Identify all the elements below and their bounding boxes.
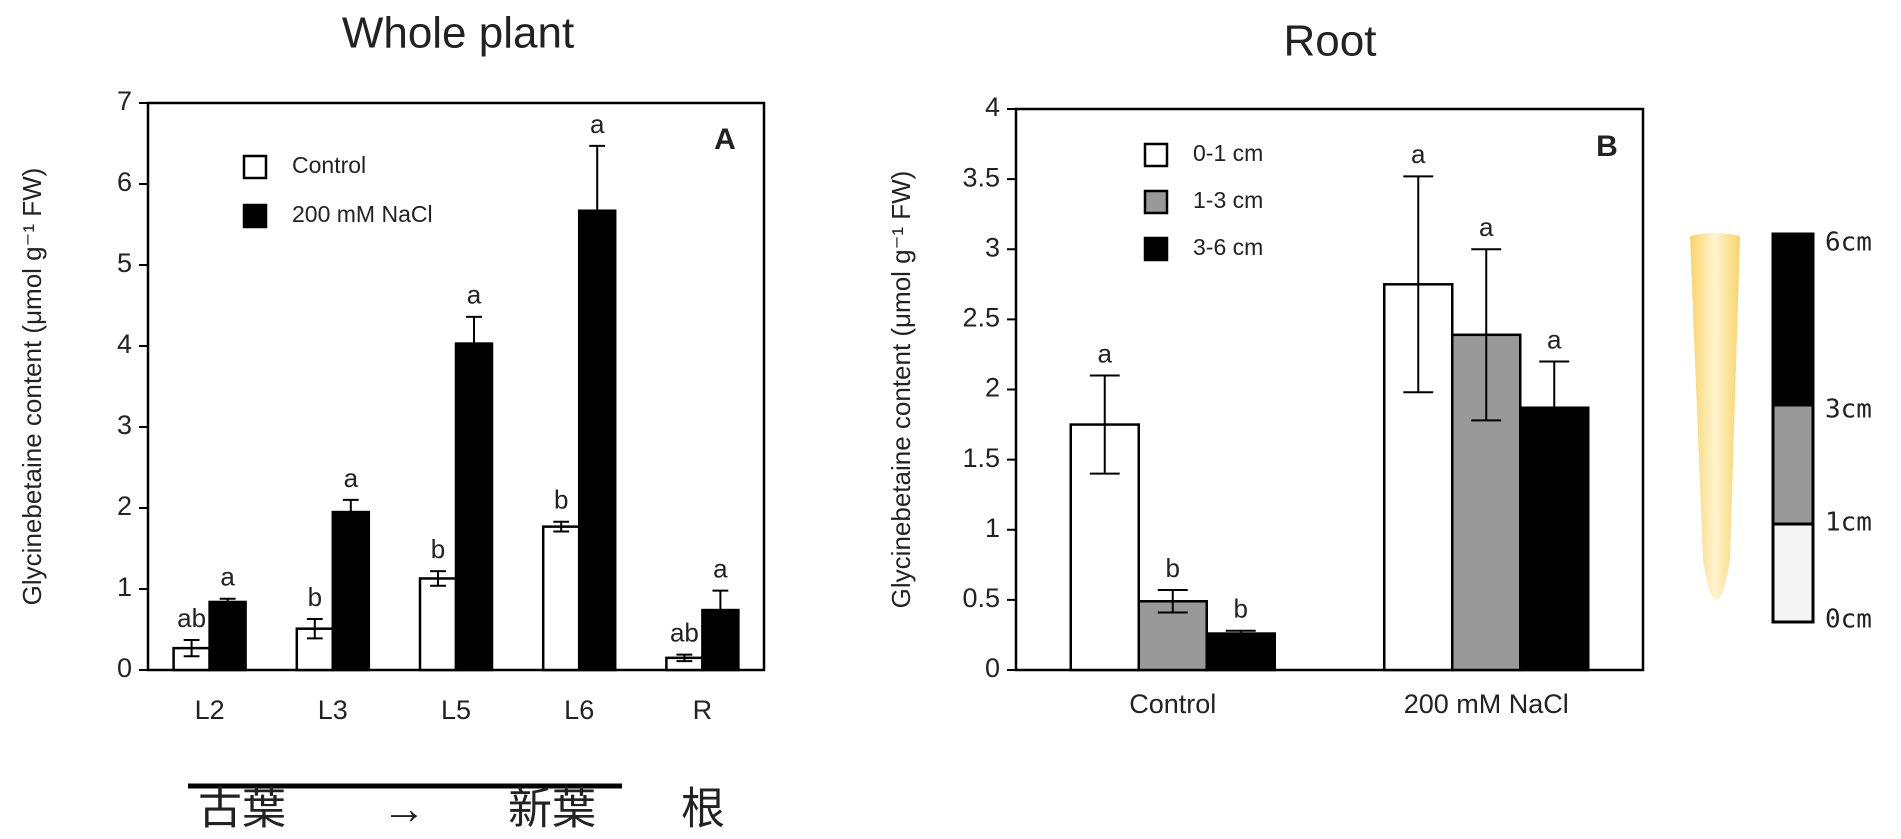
bar <box>1207 634 1275 670</box>
panel-label: B <box>1596 130 1618 163</box>
y-tick-label: 7 <box>117 86 132 116</box>
bar <box>333 512 369 670</box>
x-tick-label: L3 <box>318 695 348 725</box>
group-label: 新葉 <box>508 785 596 834</box>
scale-label: 3cm <box>1825 395 1872 425</box>
chart-title: Whole plant <box>342 9 574 58</box>
y-tick-label: 4 <box>117 329 132 359</box>
legend-label: 3-6 cm <box>1193 234 1263 260</box>
x-tick-label: Control <box>1129 689 1216 719</box>
group-label: → <box>382 785 426 834</box>
legend-swatch <box>244 205 266 227</box>
zone-0-1 <box>1773 524 1813 622</box>
legend-swatch <box>1145 144 1167 166</box>
y-tick-label: 1.5 <box>962 443 1000 473</box>
group-label: 根 <box>681 785 725 834</box>
x-tick-label: R <box>693 695 713 725</box>
y-tick-label: 0 <box>985 653 1000 683</box>
significance-letter: b <box>431 534 445 564</box>
significance-letter: b <box>308 582 322 612</box>
significance-letter: a <box>1411 139 1426 169</box>
significance-letter: a <box>1547 324 1562 354</box>
bar <box>420 578 456 670</box>
significance-letter: a <box>1479 212 1494 242</box>
significance-letter: ab <box>670 617 699 647</box>
figure: 6cm 3cm 1cm 0cm Whole plant A Glycinebetai… <box>0 0 1901 839</box>
significance-letter: b <box>554 485 568 515</box>
significance-letter: ab <box>177 603 206 633</box>
chart-title: Root <box>1284 17 1377 66</box>
legend-label: 1-3 cm <box>1193 187 1263 213</box>
panel-label: A <box>714 123 736 156</box>
y-tick-label: 6 <box>117 167 132 197</box>
legend-swatch <box>1145 191 1167 213</box>
root-image <box>1690 233 1740 600</box>
zone-1-3 <box>1773 405 1813 524</box>
x-tick-label: L6 <box>564 695 594 725</box>
legend-swatch <box>1145 238 1167 260</box>
x-tick-label: 200 mM NaCl <box>1404 689 1569 719</box>
group-label: 古葉 <box>198 785 286 834</box>
y-tick-label: 2.5 <box>962 303 1000 333</box>
y-tick-label: 0.5 <box>962 583 1000 613</box>
significance-letter: a <box>713 553 728 583</box>
y-tick-label: 2 <box>985 373 1000 403</box>
x-tick-label: L5 <box>441 695 471 725</box>
significance-letter: a <box>590 109 605 139</box>
y-tick-label: 5 <box>117 248 132 278</box>
legend-label: 200 mM NaCl <box>292 201 433 227</box>
y-tick-label: 0 <box>117 653 132 683</box>
scale-label: 6cm <box>1825 228 1872 258</box>
bar <box>543 527 579 670</box>
legend-label: 0-1 cm <box>1193 140 1263 166</box>
y-tick-label: 1 <box>117 572 132 602</box>
zone-3-6 <box>1773 234 1813 405</box>
scale-label: 1cm <box>1825 508 1872 538</box>
y-axis-label: Glycinebetaine content (μmol g⁻¹ FW) <box>886 171 916 609</box>
legend-label: Control <box>292 152 366 178</box>
significance-letter: a <box>344 463 359 493</box>
legend-swatch <box>244 156 266 178</box>
significance-letter: a <box>220 562 235 592</box>
y-tick-label: 3.5 <box>962 162 1000 192</box>
y-tick-label: 2 <box>117 491 132 521</box>
y-tick-label: 3 <box>117 410 132 440</box>
bar <box>210 602 246 670</box>
y-tick-label: 4 <box>985 92 1000 122</box>
significance-letter: b <box>1166 553 1180 583</box>
scale-label: 0cm <box>1825 605 1872 635</box>
bar <box>579 211 615 670</box>
significance-letter: a <box>1098 338 1113 368</box>
bar <box>456 344 492 670</box>
significance-letter: a <box>467 280 482 310</box>
x-tick-label: L2 <box>195 695 225 725</box>
y-tick-label: 1 <box>985 513 1000 543</box>
significance-letter: b <box>1234 594 1248 624</box>
y-tick-label: 3 <box>985 232 1000 262</box>
y-axis-label: Glycinebetaine content (μmol g⁻¹ FW) <box>17 168 47 606</box>
